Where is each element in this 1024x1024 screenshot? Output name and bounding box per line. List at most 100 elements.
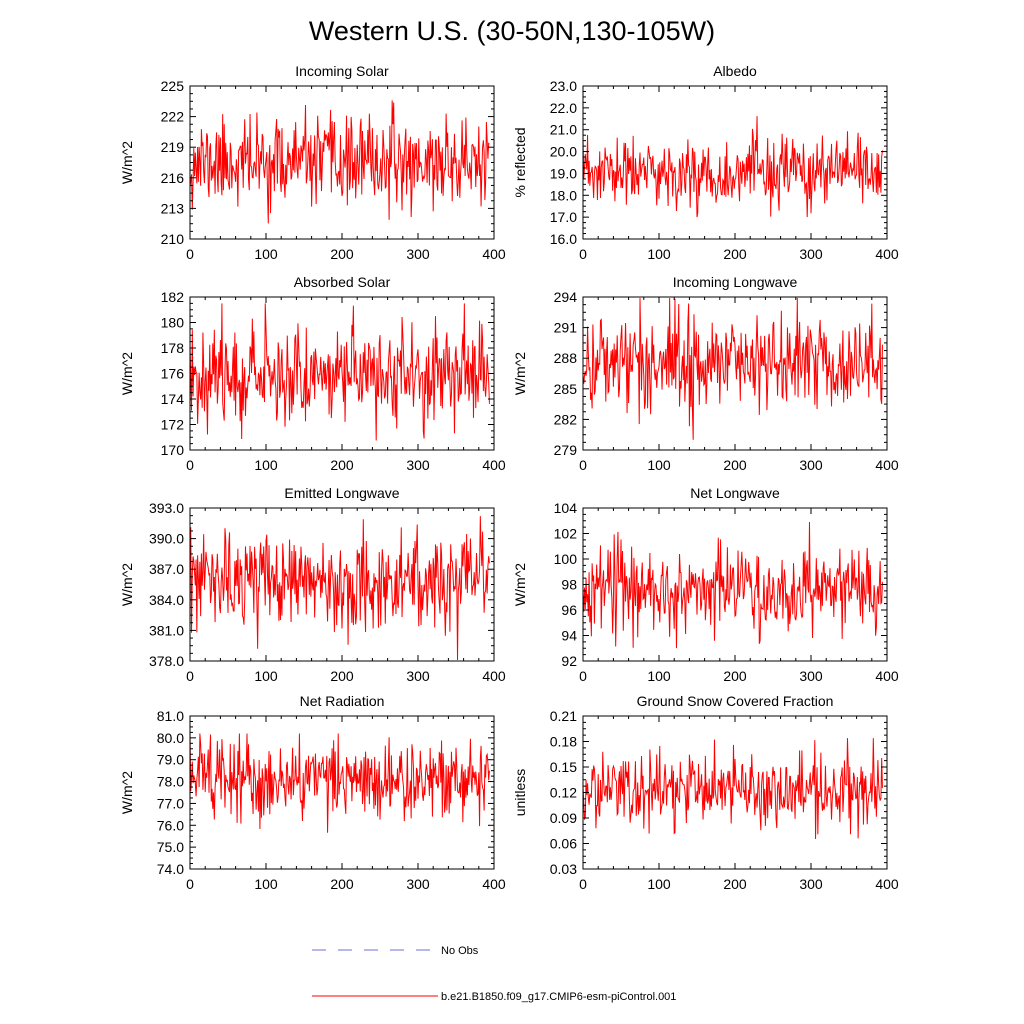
x-tick-label: 300 (799, 246, 823, 262)
y-tick-label: 178 (161, 340, 185, 356)
chart-panel: Net Radiation W/m^2 0 100 200 300 400 74.0 75.0 7… (119, 693, 506, 892)
y-tick-label: 92 (561, 653, 577, 669)
y-tick-label: 393.0 (149, 500, 184, 516)
y-tick-label: 94 (561, 628, 577, 644)
x-tick-label: 0 (579, 457, 587, 473)
x-tick-label: 200 (723, 668, 747, 684)
y-tick-label: 213 (161, 200, 185, 216)
x-tick-label: 300 (799, 457, 823, 473)
x-tick-label: 400 (482, 876, 506, 892)
x-tick-label: 100 (254, 246, 278, 262)
y-axis-label: % reflected (512, 127, 528, 197)
y-tick-label: 176 (161, 366, 185, 382)
y-tick-label: 222 (161, 109, 185, 125)
y-tick-label: 23.0 (550, 78, 577, 94)
x-tick-label: 300 (406, 246, 430, 262)
y-axis-label: W/m^2 (119, 141, 135, 184)
y-axis-label: unitless (512, 769, 528, 816)
y-tick-label: 0.12 (550, 785, 577, 801)
y-tick-label: 182 (161, 289, 185, 305)
x-tick-label: 200 (330, 668, 354, 684)
series-line (189, 303, 490, 441)
chart-panel: Ground Snow Covered Fraction unitless 0 100… (512, 693, 899, 892)
series-line (582, 522, 883, 649)
x-tick-label: 400 (875, 457, 899, 473)
x-tick-label: 400 (482, 668, 506, 684)
page-title: Western U.S. (30-50N,130-105W) (309, 16, 715, 46)
x-tick-label: 300 (406, 668, 430, 684)
panel-grid: Incoming Solar W/m^2 0 100 200 300 400 210 213 21… (119, 63, 899, 892)
x-tick-label: 100 (647, 457, 671, 473)
x-tick-label: 200 (723, 457, 747, 473)
y-tick-label: 390.0 (149, 531, 184, 547)
y-tick-label: 288 (554, 350, 578, 366)
y-tick-label: 75.0 (157, 839, 184, 855)
x-tick-label: 100 (254, 668, 278, 684)
y-tick-label: 180 (161, 315, 185, 331)
y-tick-label: 291 (554, 320, 578, 336)
y-tick-label: 0.21 (550, 708, 577, 724)
y-tick-label: 282 (554, 411, 578, 427)
y-tick-label: 76.0 (157, 817, 184, 833)
y-axis-label: W/m^2 (512, 352, 528, 395)
chart-title: Absorbed Solar (294, 274, 391, 290)
x-tick-label: 0 (186, 876, 194, 892)
x-tick-label: 200 (723, 876, 747, 892)
x-tick-label: 300 (799, 668, 823, 684)
y-tick-label: 0.03 (550, 861, 577, 877)
x-tick-label: 100 (254, 457, 278, 473)
y-tick-label: 20.0 (550, 144, 577, 160)
y-tick-label: 102 (554, 526, 578, 542)
y-axis-label: W/m^2 (512, 563, 528, 606)
y-tick-label: 294 (554, 289, 578, 305)
y-tick-label: 79.0 (157, 752, 184, 768)
y-axis-label: W/m^2 (119, 771, 135, 814)
y-tick-label: 96 (561, 602, 577, 618)
x-tick-label: 0 (579, 876, 587, 892)
y-tick-label: 174 (161, 391, 185, 407)
y-tick-label: 18.0 (550, 187, 577, 203)
chart-title: Incoming Solar (295, 63, 389, 79)
series-line (189, 100, 490, 224)
x-tick-label: 400 (482, 457, 506, 473)
y-axis-label: W/m^2 (119, 563, 135, 606)
x-tick-label: 400 (875, 246, 899, 262)
x-tick-label: 0 (186, 457, 194, 473)
chart-panel: Net Longwave W/m^2 0 100 200 300 400 92 94 96 98 10… (512, 485, 899, 684)
y-tick-label: 210 (161, 231, 185, 247)
x-tick-label: 300 (799, 876, 823, 892)
y-tick-label: 104 (554, 500, 578, 516)
legend-model-label: b.e21.B1850.f09_g17.CMIP6-esm-piControl.… (441, 991, 676, 1003)
chart-title: Net Radiation (300, 693, 385, 709)
y-tick-label: 78.0 (157, 774, 184, 790)
y-tick-label: 0.09 (550, 810, 577, 826)
series-line (582, 298, 883, 440)
x-tick-label: 0 (579, 668, 587, 684)
x-tick-label: 200 (330, 246, 354, 262)
y-tick-label: 74.0 (157, 861, 184, 877)
y-axis-label: W/m^2 (119, 352, 135, 395)
chart-title: Ground Snow Covered Fraction (637, 693, 834, 709)
y-tick-label: 170 (161, 442, 185, 458)
y-tick-label: 21.0 (550, 122, 577, 138)
chart-panel: Absorbed Solar W/m^2 0 100 200 300 400 170 172 17… (119, 274, 506, 473)
y-tick-label: 225 (161, 78, 185, 94)
plot-frame (582, 715, 888, 870)
x-tick-label: 0 (186, 246, 194, 262)
x-tick-label: 200 (330, 876, 354, 892)
series-line (189, 516, 490, 660)
y-tick-label: 384.0 (149, 592, 184, 608)
y-tick-label: 216 (161, 170, 185, 186)
x-tick-label: 100 (647, 668, 671, 684)
y-tick-label: 100 (554, 551, 578, 567)
series-line (582, 738, 883, 839)
x-tick-label: 100 (647, 246, 671, 262)
chart-title: Incoming Longwave (673, 274, 798, 290)
x-tick-label: 100 (647, 876, 671, 892)
chart-panel: Albedo % reflected 0 100 200 300 400 16.0 17.0 18… (512, 63, 899, 262)
y-tick-label: 16.0 (550, 231, 577, 247)
chart-title: Emitted Longwave (284, 485, 399, 501)
y-tick-label: 172 (161, 417, 185, 433)
x-tick-label: 400 (875, 668, 899, 684)
